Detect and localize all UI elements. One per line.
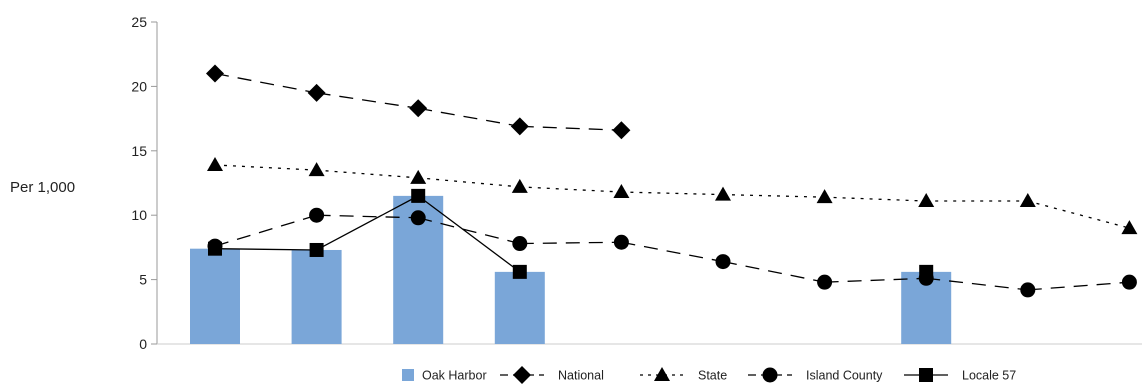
line-segment-national — [418, 107, 520, 127]
point-state — [1019, 193, 1036, 208]
point-island-county — [410, 210, 426, 226]
line-segment-locale-57 — [214, 248, 317, 251]
point-island-county — [613, 234, 629, 250]
line-segment-state — [1027, 200, 1130, 229]
legend-marker — [513, 366, 531, 384]
line-series — [206, 64, 1138, 298]
point-island-county — [512, 236, 528, 252]
point-state — [308, 162, 325, 177]
line-segment-island-county — [519, 241, 622, 245]
point-island-county — [715, 254, 731, 270]
point-national — [409, 99, 428, 118]
legend-label: State — [698, 369, 727, 383]
legend-item-locale-57: Locale 57 — [904, 368, 1016, 383]
legend-marker — [654, 367, 670, 381]
line-segment-national — [519, 125, 622, 131]
y-tick-label: 25 — [131, 14, 147, 30]
line-segment-island-county — [316, 214, 419, 219]
point-locale-57 — [512, 264, 527, 279]
point-state — [816, 189, 833, 204]
axes: 0 5 10 15 20 25 — [131, 14, 1142, 352]
line-segment-locale-57 — [316, 195, 419, 251]
y-tick-label: 0 — [139, 336, 147, 352]
point-state — [410, 169, 427, 184]
line-segment-state — [214, 164, 317, 171]
legend-swatch — [402, 369, 414, 381]
point-locale-57 — [919, 264, 934, 279]
point-locale-57 — [411, 188, 426, 203]
legend-label: Locale 57 — [962, 369, 1016, 383]
line-segment-island-county — [1027, 281, 1130, 291]
legend-label: Oak Harbor — [422, 369, 487, 383]
series-island-county — [207, 207, 1137, 298]
legend-label: National — [558, 369, 604, 383]
line-segment-state — [621, 191, 724, 196]
point-national — [307, 83, 326, 102]
point-locale-57 — [309, 242, 324, 257]
bar-oak-harbor — [494, 271, 545, 344]
y-tick-label: 20 — [131, 78, 147, 94]
y-axis-label: Per 1,000 — [10, 179, 75, 196]
point-state — [1121, 220, 1138, 235]
series-locale-57 — [208, 188, 934, 279]
legend-marker — [762, 367, 778, 383]
point-island-county — [309, 207, 325, 223]
legend-item-island-county: Island County — [748, 367, 883, 383]
series-national — [206, 64, 631, 140]
point-state — [918, 193, 935, 208]
point-national — [510, 117, 529, 136]
line-segment-state — [418, 177, 520, 188]
legend-marker — [919, 368, 933, 382]
bars-oak-harbor — [190, 195, 952, 344]
legend-item-state: State — [640, 367, 727, 383]
point-island-county — [817, 274, 833, 290]
line-segment-national — [316, 92, 419, 109]
bar-oak-harbor — [291, 249, 342, 344]
series-state — [207, 156, 1138, 235]
line-segment-island-county — [926, 277, 1028, 291]
y-tick-label: 10 — [131, 207, 147, 223]
line-segment-locale-57 — [417, 195, 521, 273]
line-segment-state — [316, 169, 419, 179]
point-state — [613, 184, 630, 199]
line-segment-national — [214, 72, 317, 94]
line-segment-state — [824, 196, 927, 202]
point-national — [612, 121, 631, 140]
line-segment-island-county — [824, 277, 927, 283]
line-segment-state — [722, 193, 825, 198]
legend-item-oak-harbor: Oak Harbor — [402, 369, 487, 383]
line-segment-island-county — [214, 214, 317, 247]
y-tick-label: 5 — [139, 272, 147, 288]
legend-item-national: National — [500, 366, 604, 384]
point-state — [511, 178, 528, 193]
line-segment-island-county — [621, 241, 724, 263]
bar-oak-harbor — [190, 248, 240, 344]
legend: Oak Harbor National State Island County Loca… — [402, 366, 1016, 384]
y-tick-label: 15 — [131, 143, 147, 159]
point-locale-57 — [208, 241, 222, 256]
point-island-county — [1121, 274, 1137, 290]
point-state — [207, 156, 223, 171]
line-segment-island-county — [722, 260, 825, 283]
point-state — [715, 186, 731, 201]
line-segment-state — [519, 186, 622, 193]
line-segment-island-county — [418, 217, 520, 245]
legend-label: Island County — [806, 369, 883, 383]
point-island-county — [1020, 282, 1036, 298]
point-national — [206, 64, 224, 83]
